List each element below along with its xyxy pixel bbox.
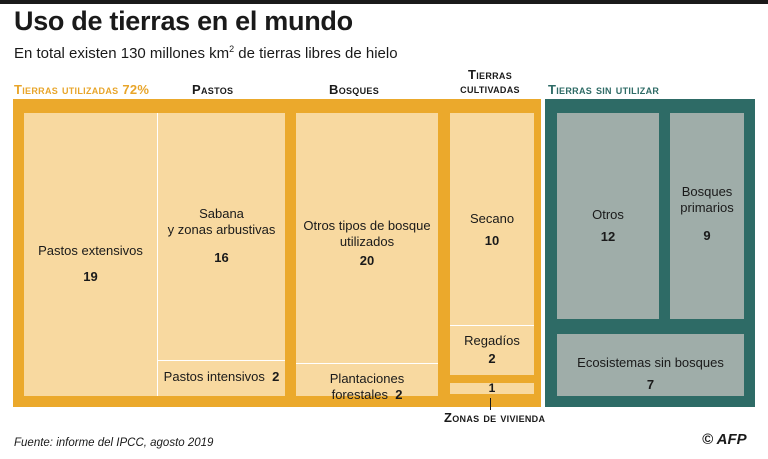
pastos-extensivos-cell: Pastos extensivos 19 [24, 243, 157, 284]
regadios-label: Regadíos [464, 333, 520, 348]
subtitle: En total existen 130 millones km2 de tie… [14, 44, 398, 62]
otros-value: 12 [600, 229, 616, 244]
vivienda-value: 1 [488, 381, 496, 395]
pastos-divider-h [158, 360, 285, 361]
cultivadas-divider-h [450, 325, 534, 326]
otros-bosque-label-1: Otros tipos de bosque [303, 218, 431, 233]
sabana-value: 16 [214, 250, 229, 265]
otros-bosque-value: 20 [359, 253, 375, 268]
ecosistemas-text: Ecosistemas sin bosques 7 [557, 355, 744, 392]
cultivadas-header: Tierras cultivadas [460, 67, 520, 96]
regadios-value: 2 [488, 351, 496, 366]
bosques-primarios-cell [670, 113, 744, 319]
otros-bosque-cell: Otros tipos de bosque utilizados 20 [296, 218, 438, 268]
plantaciones-value: 2 [395, 387, 403, 402]
pastos-intensivos-label: Pastos intensivos [163, 369, 265, 384]
secano-value: 10 [484, 233, 500, 248]
ecosistemas-value: 7 [646, 377, 655, 392]
vivienda-tick [490, 398, 491, 410]
secano-label: Secano [469, 211, 515, 226]
bosques-primarios-label-1: Bosques [681, 184, 733, 199]
page-title: Uso de tierras en el mundo [14, 6, 353, 36]
regadios-cell: Regadíos 2 [450, 333, 534, 366]
vivienda-cell [450, 383, 534, 394]
pastos-extensivos-value: 19 [83, 269, 98, 284]
bosques-group [296, 113, 438, 396]
ecosistemas-label: Ecosistemas sin bosques [577, 355, 724, 370]
otros-bosque-label-2: utilizados [339, 234, 395, 249]
afp-logo: © AFP [702, 431, 747, 448]
sabana-label-1: Sabana [199, 206, 244, 221]
otros-cell [557, 113, 659, 319]
unused-lands-header: Tierras sin utilizar [548, 82, 660, 97]
pastos-divider-v [157, 113, 158, 396]
pastos-group [24, 113, 285, 396]
bosques-divider-h [296, 363, 438, 364]
bosques-primarios-value: 9 [703, 228, 711, 243]
bosques-primarios-text: Bosques primarios 9 [670, 184, 744, 243]
bosques-header: Bosques [329, 82, 379, 97]
secano-cell: Secano 10 [450, 211, 534, 248]
vivienda-header: Zonas de vivienda [444, 410, 546, 425]
ecosistemas-cell [557, 334, 744, 396]
pastos-intensivos-value: 2 [272, 369, 280, 384]
plantaciones-cell: Plantaciones forestales 2 [296, 371, 438, 403]
sabana-label-2: y zonas arbustivas [167, 222, 276, 237]
top-rule [0, 0, 768, 4]
otros-label: Otros [592, 207, 624, 222]
sabana-cell: Sabana y zonas arbustivas 16 [158, 206, 285, 265]
otros-text: Otros 12 [557, 207, 659, 244]
cultivadas-group [450, 113, 534, 375]
plantaciones-label: Plantaciones forestales [329, 371, 405, 402]
pastos-header: Pastos [192, 82, 234, 97]
source-footer: Fuente: informe del IPCC, agosto 2019 [14, 437, 214, 449]
pastos-intensivos-cell: Pastos intensivos 2 [158, 369, 285, 385]
used-lands-header: Tierras utilizadas 72% [14, 82, 150, 97]
pastos-extensivos-label: Pastos extensivos [38, 243, 143, 258]
bosques-primarios-label-2: primarios [680, 200, 734, 215]
